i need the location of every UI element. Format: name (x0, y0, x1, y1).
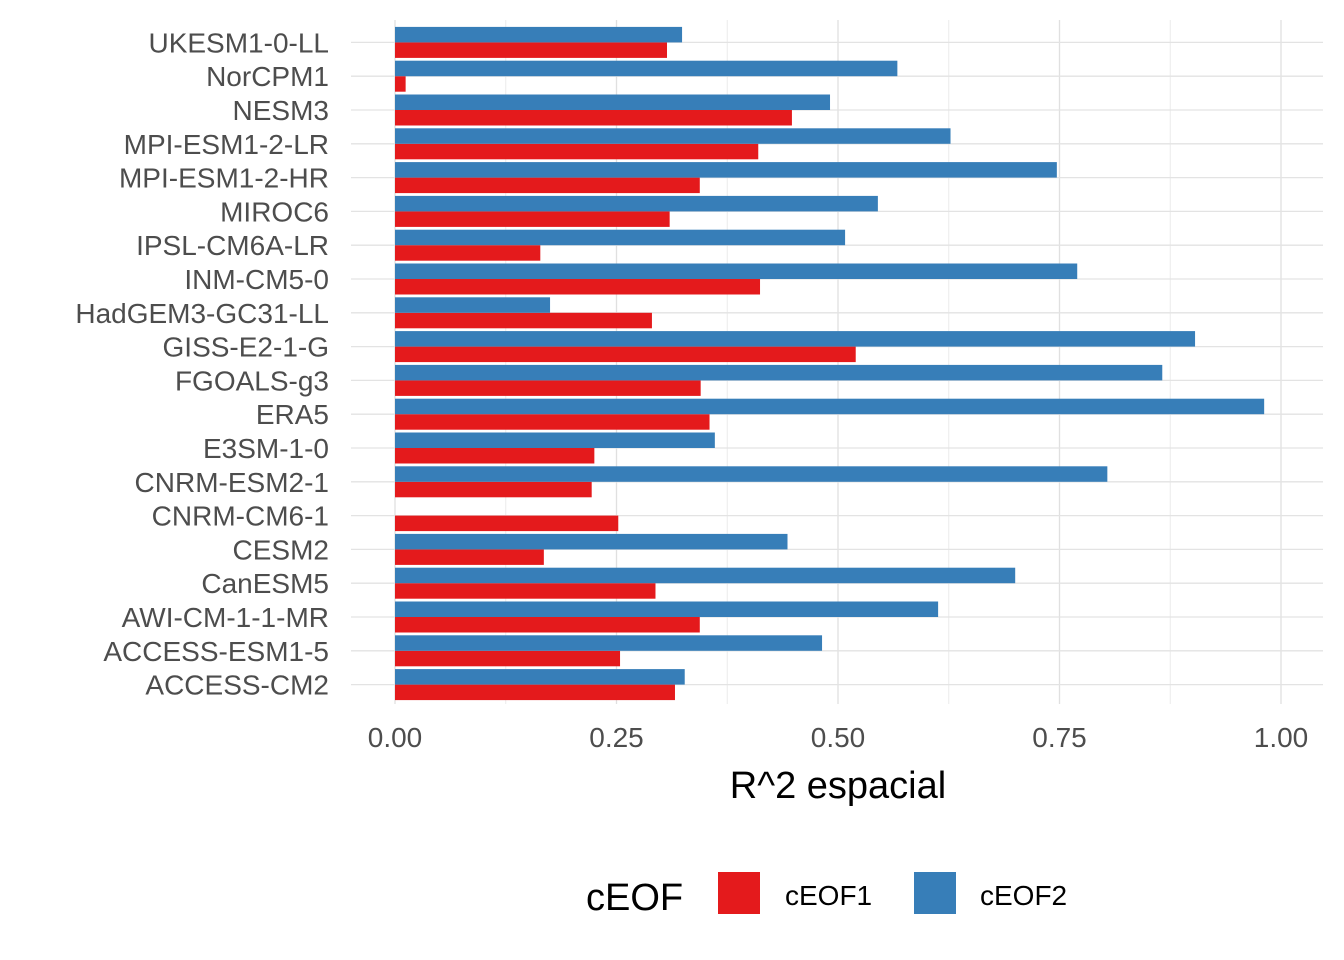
category-label: FGOALS-g3 (175, 365, 329, 396)
category-label: E3SM-1-0 (203, 433, 329, 464)
legend-label-ceof2: cEOF2 (980, 880, 1067, 911)
bar-ceof2-miroc6 (395, 195, 878, 212)
bar-ceof2-inm-cm5-0 (395, 263, 1078, 279)
category-label: HadGEM3-GC31-LL (75, 298, 329, 329)
bar-ceof2-hadgem3-gc31-ll (395, 297, 551, 313)
bar-ceof2-era5 (395, 398, 1265, 415)
bar-ceof1-mpi-esm1-2-hr (395, 177, 700, 194)
legend: cEOF cEOF1 cEOF2 (586, 872, 1067, 919)
bar-ceof1-canesm5 (395, 583, 656, 599)
category-label: ACCESS-CM2 (145, 670, 329, 701)
x-tick-label: 0.50 (811, 722, 866, 753)
category-label: CESM2 (233, 534, 329, 565)
bar-ceof2-nesm3 (395, 94, 831, 110)
category-label: CNRM-CM6-1 (152, 501, 329, 532)
bar-ceof1-norcpm1 (395, 76, 406, 92)
bar-ceof2-awi-cm-1-1-mr (395, 601, 939, 617)
bar-ceof2-norcpm1 (395, 60, 898, 77)
bar-ceof1-cnrm-esm2-1 (395, 481, 592, 498)
bar-ceof2-mpi-esm1-2-lr (395, 128, 951, 144)
bar-ceof1-hadgem3-gc31-ll (395, 312, 652, 329)
bar-ceof1-cnrm-cm6-1 (395, 515, 619, 532)
x-tick-labels: 0.00 0.25 0.50 0.75 1.00 (368, 722, 1309, 753)
bar-ceof1-e3sm-1-0 (395, 448, 595, 464)
category-label: NorCPM1 (206, 61, 329, 92)
bar-ceof2-canesm5 (395, 567, 1016, 584)
x-tick-label: 0.75 (1032, 722, 1087, 753)
category-labels: UKESM1-0-LLNorCPM1NESM3MPI-ESM1-2-LRMPI-… (75, 27, 329, 700)
bar-ceof1-ipsl-cm6a-lr (395, 245, 541, 261)
bars (395, 26, 1265, 701)
bar-ceof1-access-esm1-5 (395, 650, 621, 667)
x-tick-label: 1.00 (1254, 722, 1309, 753)
bar-ceof2-giss-e2-1-g (395, 331, 1196, 347)
category-label: MPI-ESM1-2-HR (119, 163, 329, 194)
bar-ceof1-ukesm1-0-ll (395, 42, 668, 58)
category-label: AWI-CM-1-1-MR (122, 602, 329, 633)
category-label: ACCESS-ESM1-5 (103, 636, 329, 667)
category-label: MPI-ESM1-2-LR (124, 129, 329, 160)
x-tick-label: 0.25 (589, 722, 644, 753)
bar-ceof2-cnrm-esm2-1 (395, 466, 1108, 482)
bar-ceof2-e3sm-1-0 (395, 432, 715, 448)
bar-ceof2-access-esm1-5 (395, 635, 823, 651)
bar-ceof2-mpi-esm1-2-hr (395, 162, 1057, 178)
bar-ceof2-access-cm2 (395, 669, 685, 685)
category-label: INM-CM5-0 (184, 264, 329, 295)
bar-ceof2-ukesm1-0-ll (395, 26, 683, 43)
bar-ceof2-fgoals-g3 (395, 364, 1163, 381)
x-axis-title: R^2 espacial (730, 765, 946, 807)
bar-ceof1-access-cm2 (395, 684, 675, 701)
bar-ceof1-era5 (395, 414, 710, 430)
bar-ceof1-nesm3 (395, 110, 792, 126)
category-label: ERA5 (256, 399, 329, 430)
bar-ceof1-mpi-esm1-2-lr (395, 143, 759, 160)
category-label: NESM3 (233, 95, 329, 126)
category-label: CanESM5 (201, 568, 329, 599)
category-label: CNRM-ESM2-1 (135, 467, 329, 498)
bar-ceof2-ipsl-cm6a-lr (395, 229, 846, 246)
bar-ceof2-cesm2 (395, 533, 788, 550)
bar-ceof1-fgoals-g3 (395, 380, 701, 396)
x-tick-label: 0.00 (368, 722, 423, 753)
legend-title: cEOF (586, 877, 683, 919)
bar-ceof1-awi-cm-1-1-mr (395, 617, 700, 633)
category-label: UKESM1-0-LL (148, 27, 329, 58)
bar-ceof1-cesm2 (395, 549, 544, 565)
category-label: GISS-E2-1-G (163, 332, 329, 363)
legend-key-ceof1 (718, 872, 760, 914)
legend-key-ceof2 (914, 872, 956, 914)
legend-label-ceof1: cEOF1 (785, 880, 872, 911)
category-label: IPSL-CM6A-LR (136, 230, 329, 261)
bar-ceof1-miroc6 (395, 211, 670, 227)
bar-ceof1-giss-e2-1-g (395, 346, 856, 363)
category-label: MIROC6 (220, 196, 329, 227)
bar-ceof1-inm-cm5-0 (395, 279, 761, 295)
